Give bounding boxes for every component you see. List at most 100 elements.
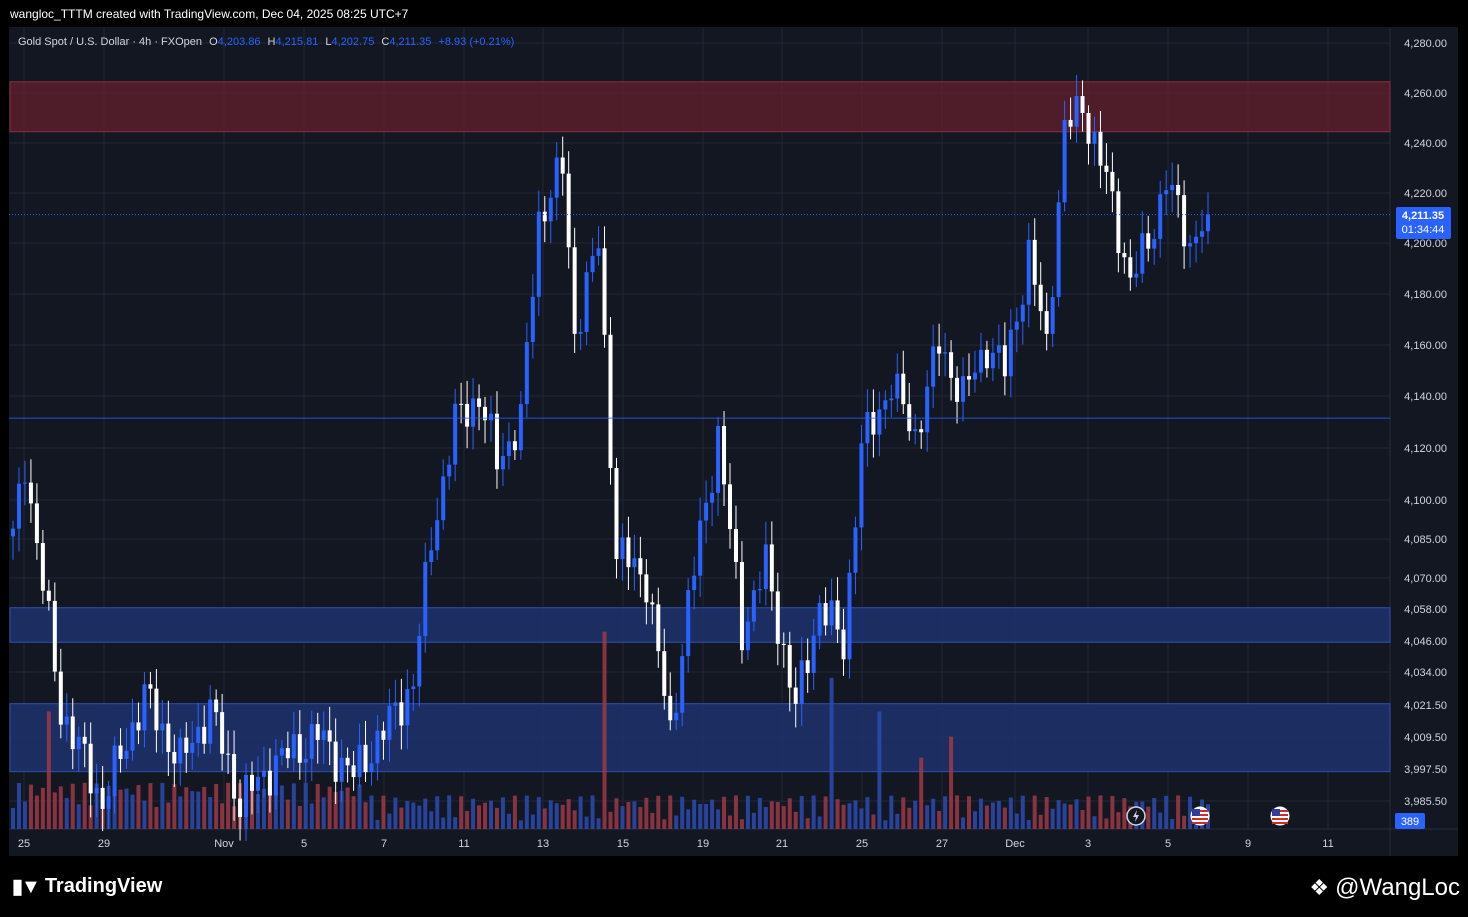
candle-bear (1116, 191, 1121, 254)
volume-bar (883, 820, 888, 829)
candle-bear (919, 429, 924, 433)
volume-bar (817, 816, 822, 829)
candle-bear (542, 211, 547, 222)
candle-bull (160, 723, 165, 731)
price-tick-label: 4,100.00 (1404, 495, 1447, 507)
candle-bear (728, 484, 732, 530)
volume-bar (196, 791, 201, 829)
volume-bar (172, 784, 177, 829)
volume-bar (614, 798, 619, 829)
volume-bar (64, 798, 69, 829)
volume-bar (321, 797, 326, 829)
volume-bar (1176, 795, 1181, 829)
candle-bull (859, 443, 864, 528)
volume-bar (698, 803, 703, 829)
chart-header-note: wangloc_TTTM created with TradingView.co… (10, 7, 409, 21)
volume-bar (901, 797, 906, 829)
candle-bear (465, 403, 470, 427)
candle-bear (52, 600, 57, 672)
volume-bar (261, 788, 266, 829)
volume-bar (632, 801, 637, 829)
candle-bear (1068, 119, 1073, 127)
tradingview-logo: ▮▼ TradingView (12, 874, 162, 899)
candle-bear (154, 688, 159, 731)
volume-tag: 389 (1395, 813, 1425, 829)
volume-bar (704, 803, 709, 829)
volume-bar (208, 797, 213, 829)
candle-bear (327, 730, 332, 742)
volume-bar (978, 798, 983, 829)
time-tick-label: 15 (617, 838, 629, 850)
time-tick-label: 27 (936, 838, 948, 850)
volume-bar (459, 796, 464, 829)
support-zone (9, 703, 1391, 773)
candle-bull (883, 400, 888, 410)
volume-bar (745, 795, 750, 829)
volume-bar (1086, 796, 1091, 829)
legend-high-value: 4,215.81 (276, 36, 319, 48)
volume-bar (733, 795, 738, 829)
volume-bar (1068, 804, 1073, 829)
volume-bar (823, 796, 828, 829)
volume-bar (130, 794, 135, 829)
volume-bar (154, 806, 159, 829)
volume-bar (781, 806, 786, 829)
candle-bear (214, 699, 219, 713)
candle-bear (28, 482, 33, 504)
candle-bear (363, 744, 368, 773)
volume-bar (536, 797, 541, 829)
candle-bear (477, 398, 482, 407)
price-tick-label: 4,034.00 (1404, 667, 1447, 679)
candle-bear (172, 751, 177, 764)
candle-bull (925, 386, 930, 433)
volume-bar (28, 784, 33, 829)
candle-bull (524, 342, 529, 405)
volume-bar (949, 736, 954, 829)
volume-bar (393, 797, 398, 829)
candle-bull (261, 770, 266, 777)
tradingview-logo-icon: ▮▼ (12, 876, 41, 898)
volume-bar (602, 631, 607, 829)
zones (9, 81, 1391, 773)
volume-bar (996, 800, 1001, 829)
candle-bull (208, 699, 213, 744)
volume-bar (913, 800, 918, 829)
candle-bull (489, 413, 493, 421)
candle-bear (1146, 233, 1151, 249)
volume-bar (214, 784, 219, 829)
volume-bar (931, 798, 936, 829)
volume-bar (1122, 798, 1127, 829)
us-flag-canton (1272, 809, 1280, 816)
author-handle: @WangLoc (1335, 874, 1460, 901)
time-axis[interactable]: 25 29 Nov 5 7 11 13 15 19 21 25 27 Dec 3 5 9 11 (18, 838, 1334, 850)
volume-bar (972, 811, 977, 829)
volume-bar (297, 805, 302, 829)
volume-bar (805, 818, 810, 829)
volume-bar (1026, 819, 1031, 829)
candle-bear (118, 745, 123, 759)
volume-bar (919, 757, 924, 829)
time-tick-label: 5 (1165, 838, 1171, 850)
volume-bar (1152, 797, 1157, 829)
candle-bull (931, 346, 936, 387)
volume-bar (626, 802, 631, 829)
volume-bar (751, 812, 756, 829)
volume-bar (333, 791, 338, 829)
candle-bear (285, 748, 290, 759)
volume-bar (124, 788, 129, 829)
candle-bull (369, 763, 374, 773)
volume-bar (728, 815, 732, 829)
candle-bear (1044, 311, 1049, 334)
price-axis[interactable]: 4,280.00 4,260.00 4,240.00 4,220.00 4,200.00… (1404, 38, 1447, 808)
candle-bear (184, 737, 189, 753)
candle-bull (990, 352, 995, 369)
candle-bear (650, 602, 655, 605)
candle-bull (500, 456, 505, 470)
price-tick-label: 4,009.50 (1404, 732, 1447, 744)
candle-bear (315, 724, 320, 741)
volume-bar (841, 804, 846, 829)
volume-bar (907, 807, 912, 829)
price-tick-label: 3,997.50 (1404, 764, 1447, 776)
volume-bar (1092, 816, 1097, 829)
